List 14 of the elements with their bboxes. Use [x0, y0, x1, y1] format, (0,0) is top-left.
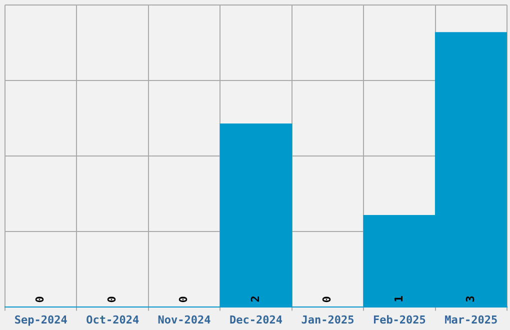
data-label: 0	[177, 296, 190, 303]
x-tick-label: Nov-2024	[158, 313, 212, 326]
data-label: 3	[464, 296, 477, 302]
x-tick-label: Sep-2024	[14, 313, 68, 326]
x-tick-label: Dec-2024	[230, 313, 283, 326]
x-tick-label: Feb-2025	[372, 313, 426, 326]
x-tick-label: Jan-2025	[301, 313, 354, 326]
x-tick-label: Oct-2024	[86, 313, 140, 326]
data-label: 2	[248, 296, 262, 302]
x-tick-label: Mar-2025	[444, 313, 498, 326]
data-label: 0	[105, 296, 118, 303]
data-label: 0	[34, 296, 47, 303]
data-label: 1	[392, 295, 406, 302]
data-label: 0	[320, 296, 334, 303]
